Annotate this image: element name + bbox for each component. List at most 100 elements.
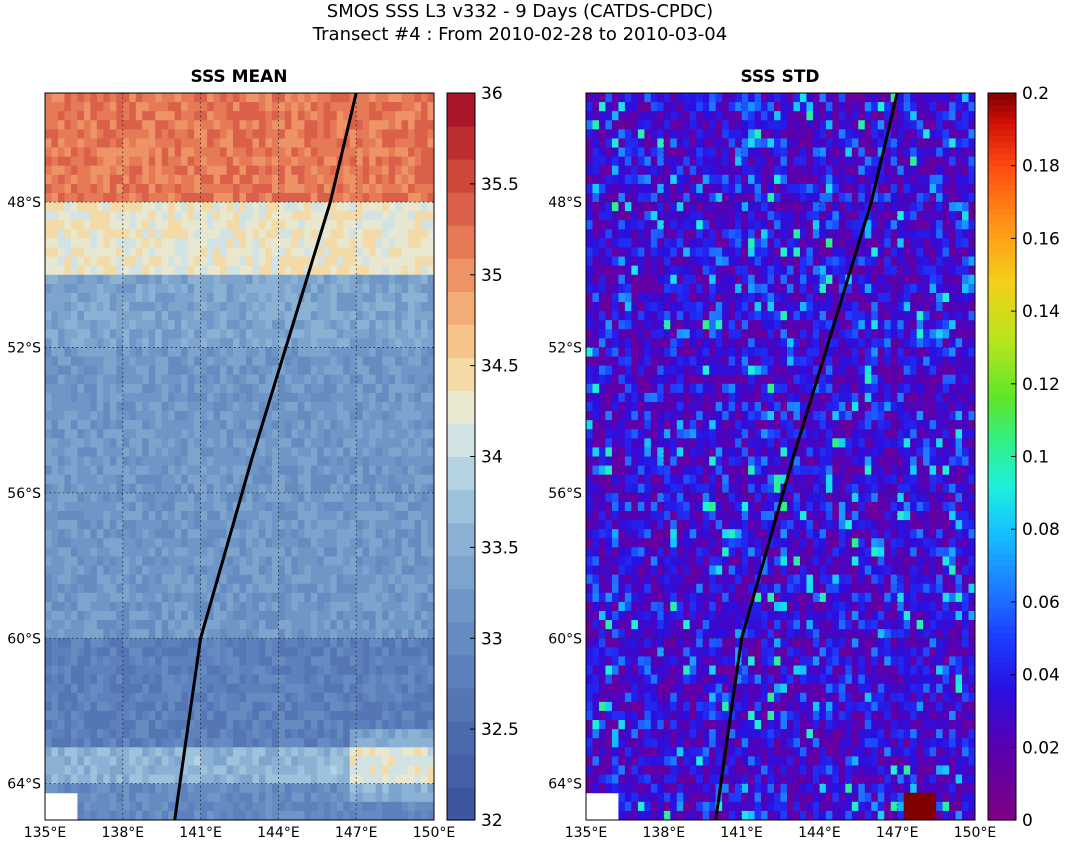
heatmap-cell xyxy=(207,247,215,258)
heatmap-cell xyxy=(168,465,176,476)
heatmap-cell xyxy=(148,511,156,521)
heatmap-cell xyxy=(194,565,202,576)
heatmap-cell xyxy=(116,674,124,685)
heatmap-cell xyxy=(174,810,182,821)
heatmap-cell xyxy=(200,274,208,285)
heatmap-cell xyxy=(245,102,253,112)
heatmap-cell xyxy=(174,720,182,730)
heatmap-cell xyxy=(57,447,65,457)
heatmap-cell xyxy=(90,765,98,776)
heatmap-cell xyxy=(382,783,390,794)
heatmap-cell xyxy=(388,420,396,430)
heatmap-cell xyxy=(362,356,370,367)
heatmap-cell xyxy=(317,547,325,557)
heatmap-cell xyxy=(291,347,299,358)
heatmap-cell xyxy=(284,238,292,248)
heatmap-cell xyxy=(388,120,396,130)
heatmap-cell xyxy=(592,93,600,103)
heatmap-cell xyxy=(252,774,260,785)
heatmap-cell xyxy=(194,792,202,803)
heatmap-cell xyxy=(297,102,305,112)
heatmap-cell xyxy=(265,529,273,539)
heatmap-cell xyxy=(414,165,422,176)
heatmap-cell xyxy=(369,274,377,285)
heatmap-cell xyxy=(291,329,299,339)
heatmap-cell xyxy=(323,456,331,467)
heatmap-cell xyxy=(70,265,78,276)
heatmap-cell xyxy=(265,102,273,112)
heatmap-cell xyxy=(343,556,351,567)
heatmap-cell xyxy=(200,692,208,703)
heatmap-cell xyxy=(135,456,143,467)
heatmap-cell xyxy=(414,520,422,530)
heatmap-cell xyxy=(239,438,247,448)
heatmap-cell xyxy=(421,729,429,739)
heatmap-cell xyxy=(297,356,305,367)
heatmap-cell xyxy=(96,274,104,285)
heatmap-cell xyxy=(148,701,156,712)
heatmap-cell xyxy=(317,574,325,585)
heatmap-cell xyxy=(213,720,221,730)
heatmap-cell xyxy=(226,274,234,285)
heatmap-cell xyxy=(683,102,691,112)
heatmap-cell xyxy=(323,383,331,394)
heatmap-cell xyxy=(317,211,325,221)
heatmap-cell xyxy=(96,238,104,248)
heatmap-cell xyxy=(148,93,156,103)
heatmap-cell xyxy=(323,465,331,476)
heatmap-cell xyxy=(174,238,182,248)
heatmap-cell xyxy=(77,529,85,539)
heatmap-cell xyxy=(200,683,208,694)
heatmap-cell xyxy=(414,356,422,367)
heatmap-cell xyxy=(129,456,137,467)
heatmap-cell xyxy=(245,620,253,630)
heatmap-cell xyxy=(258,692,266,703)
heatmap-cell xyxy=(103,401,111,412)
heatmap-cell xyxy=(310,456,318,467)
heatmap-cell xyxy=(304,538,312,548)
heatmap-cell xyxy=(142,720,150,730)
heatmap-cell xyxy=(362,383,370,394)
heatmap-cell xyxy=(297,747,305,757)
heatmap-cell xyxy=(317,447,325,457)
heatmap-cell xyxy=(414,129,422,139)
heatmap-cell xyxy=(670,111,678,121)
heatmap-cell xyxy=(278,465,286,476)
heatmap-cell xyxy=(284,720,292,730)
heatmap-cell xyxy=(395,665,403,676)
heatmap-cell xyxy=(401,183,409,194)
heatmap-cell xyxy=(57,338,65,348)
heatmap-cell xyxy=(388,456,396,467)
heatmap-cell xyxy=(135,174,143,185)
heatmap-cell xyxy=(96,674,104,685)
heatmap-cell xyxy=(83,174,91,185)
heatmap-cell xyxy=(330,574,338,585)
heatmap-cell xyxy=(200,792,208,803)
heatmap-cell xyxy=(51,138,59,149)
heatmap-cell xyxy=(161,120,169,130)
heatmap-cell xyxy=(77,356,85,367)
heatmap-cell xyxy=(57,592,65,603)
heatmap-cell xyxy=(258,93,266,103)
heatmap-cell xyxy=(252,601,260,612)
heatmap-cell xyxy=(226,238,234,248)
heatmap-cell xyxy=(369,720,377,730)
heatmap-cell xyxy=(109,120,117,130)
heatmap-cell xyxy=(142,202,150,212)
heatmap-cell xyxy=(135,756,143,766)
heatmap-cell xyxy=(336,701,344,712)
heatmap-cell xyxy=(806,93,814,103)
heatmap-cell xyxy=(148,320,156,330)
heatmap-cell xyxy=(233,283,240,294)
heatmap-cell xyxy=(336,538,344,548)
heatmap-cell xyxy=(388,574,396,585)
heatmap-cell xyxy=(109,747,117,757)
heatmap-cell xyxy=(109,538,117,548)
heatmap-cell xyxy=(414,420,422,430)
heatmap-cell xyxy=(226,792,234,803)
heatmap-cell xyxy=(83,202,91,212)
heatmap-cell xyxy=(336,665,344,676)
heatmap-cell xyxy=(258,710,266,721)
heatmap-cell xyxy=(233,420,240,430)
heatmap-cell xyxy=(174,283,182,294)
